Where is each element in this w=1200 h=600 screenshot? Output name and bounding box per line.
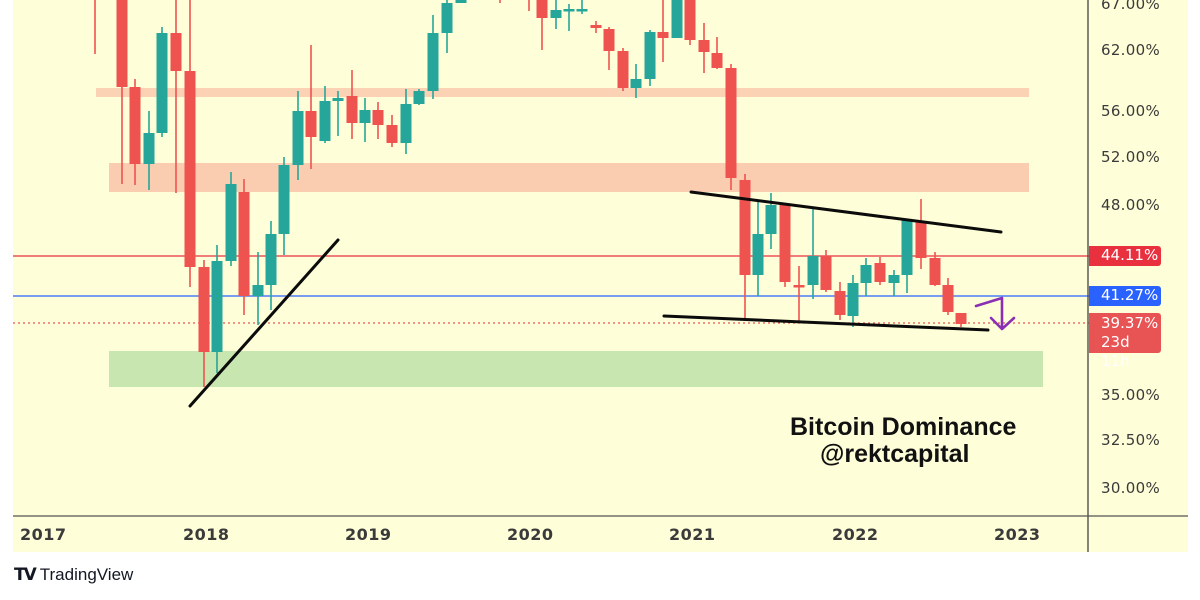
- candle-body: [955, 313, 967, 324]
- y-tick-label: 62.00%: [1101, 41, 1160, 59]
- candle-body: [847, 283, 859, 316]
- candle-body: [400, 104, 412, 143]
- candle-body: [536, 0, 548, 18]
- candle-body: [346, 96, 358, 123]
- candle-body: [901, 220, 913, 275]
- candle-body: [129, 87, 141, 164]
- y-tick-label: 35.00%: [1101, 386, 1160, 404]
- candle-body: [793, 285, 805, 288]
- candle-body: [807, 256, 819, 285]
- candle-body: [143, 133, 155, 164]
- candle-body: [915, 221, 927, 258]
- x-tick-label: 2021: [669, 525, 716, 544]
- candle-body: [929, 258, 941, 285]
- candle-body: [684, 0, 696, 40]
- y-tick-label: 48.00%: [1101, 196, 1160, 214]
- candle-body: [455, 0, 467, 3]
- x-tick-label: 2023: [994, 525, 1041, 544]
- candle-body: [644, 32, 656, 79]
- candle-body: [278, 165, 290, 234]
- red-line-price-tag: 44.11%: [1089, 246, 1161, 266]
- candle-body: [752, 234, 764, 275]
- candle-body: [359, 110, 371, 123]
- candle-body: [630, 79, 642, 88]
- candle-body: [563, 9, 575, 12]
- candle-body: [225, 184, 237, 261]
- x-tick-label: 2017: [20, 525, 67, 544]
- candle-body: [590, 25, 602, 28]
- y-tick-label: 67.00%: [1101, 0, 1160, 13]
- chart-title-annotation: Bitcoin Dominance: [790, 413, 1017, 441]
- candle-body: [211, 261, 223, 352]
- candle-countdown: 23d 11h: [1101, 333, 1130, 370]
- candle-body: [698, 40, 710, 52]
- candle-body: [372, 110, 384, 125]
- x-tick-label: 2020: [507, 525, 554, 544]
- candle-body: [765, 205, 777, 234]
- 2018-uptrend-trendline: [188, 238, 340, 408]
- candle-body: [170, 33, 182, 71]
- candle-body: [874, 263, 886, 282]
- candle-body: [820, 256, 832, 290]
- y-tick-label: 32.50%: [1101, 431, 1160, 449]
- author-handle-annotation: @rektcapital: [820, 440, 970, 468]
- channel-bottom-trendline: [662, 314, 990, 332]
- x-tick-label: 2022: [832, 525, 879, 544]
- candle-body: [942, 285, 954, 312]
- candle-body: [198, 267, 210, 352]
- candle-body: [711, 53, 723, 68]
- x-tick-label: 2018: [183, 525, 230, 544]
- candle-body: [834, 291, 846, 315]
- candle-body: [265, 234, 277, 285]
- y-tick-label: 56.00%: [1101, 102, 1160, 120]
- candle-body: [550, 10, 562, 18]
- brand-name: TradingView: [39, 565, 134, 584]
- candle-body: [617, 51, 629, 88]
- candle-body: [779, 205, 791, 282]
- tradingview-brand[interactable]: TV TradingView: [14, 565, 133, 585]
- candle-body: [603, 29, 615, 51]
- candle-body: [116, 0, 128, 87]
- candle-body: [319, 101, 331, 141]
- candle-body: [427, 33, 439, 91]
- resistance-lower-zone: [109, 163, 1029, 192]
- y-tick-label: 52.00%: [1101, 148, 1160, 166]
- candle-body: [305, 111, 317, 137]
- candle-body: [860, 265, 872, 283]
- current-price-tag: 39.37% 23d 11h: [1089, 313, 1161, 370]
- candle-body: [441, 3, 453, 33]
- channel-top-trendline: [689, 190, 1003, 234]
- candle-body: [413, 91, 425, 104]
- candle-body: [671, 0, 683, 38]
- resistance-upper-zone: [96, 88, 1029, 97]
- x-tick-label: 2019: [345, 525, 392, 544]
- blue-line-price-tag: 41.27%: [1089, 286, 1161, 306]
- tradingview-logo-icon: TV: [14, 565, 37, 585]
- candle-body: [238, 192, 250, 296]
- current-price-value: 39.37%: [1101, 314, 1159, 332]
- candle-body: [156, 33, 168, 133]
- candle-body: [576, 9, 588, 12]
- candle-body: [725, 68, 737, 178]
- candle-body: [657, 32, 669, 38]
- candle-body: [184, 71, 196, 267]
- candle-body: [888, 275, 900, 283]
- support-zone: [109, 351, 1043, 387]
- candle-body: [292, 111, 304, 165]
- candle-body: [332, 98, 344, 101]
- candle-body: [386, 125, 398, 143]
- candle-body: [739, 180, 751, 275]
- down-arrow-icon: [974, 296, 1016, 331]
- candle-body: [252, 285, 264, 296]
- y-tick-label: 30.00%: [1101, 479, 1160, 497]
